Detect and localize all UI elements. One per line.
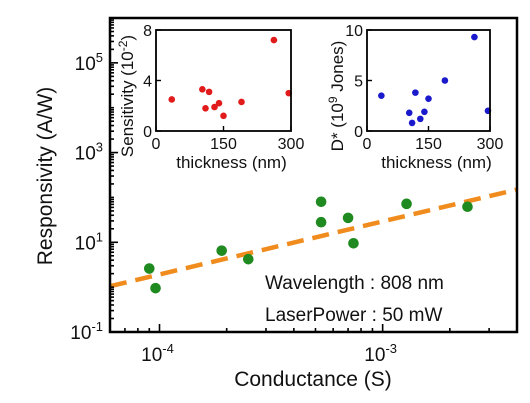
inset-frame (155, 29, 292, 132)
inset-data-point (199, 86, 206, 93)
detectivity-inset: 0 150 300 0 5 10 thickness (nm) D* (109 Jones) (326, 23, 503, 172)
inset-x-tick-label: 0 (363, 136, 372, 153)
inset-data-point (270, 36, 278, 44)
inset-data-point (238, 98, 245, 106)
inset-data-point (168, 96, 176, 103)
data-point (462, 201, 473, 213)
inset-data-point (405, 109, 413, 117)
inset-x-tick-label: 300 (477, 136, 504, 153)
inset-data-point (441, 77, 449, 84)
inset-data-point (202, 104, 209, 112)
y-tick-label: 105 (75, 50, 103, 75)
annotation-wavelength: Wavelength : 808 nm (265, 273, 444, 294)
inset-data-point (471, 33, 478, 41)
data-point (243, 253, 254, 265)
y-axis-label: Responsivity (A/W) (34, 87, 57, 266)
inset-y-tick-label: 4 (143, 74, 152, 91)
inset-x-tick-label: 150 (210, 136, 237, 153)
inset-y-tick-label: 8 (143, 23, 152, 40)
inset-x-tick-label: 300 (278, 136, 305, 153)
inset-data-point (412, 89, 419, 96)
x-tick-label: 10-4 (141, 341, 174, 366)
x-axis-label: Conductance (S) (234, 368, 392, 391)
annotation-laser-power: LaserPower : 50 mW (265, 305, 442, 326)
inset-data-point (417, 115, 424, 123)
data-point (216, 245, 228, 256)
inset-data-point (215, 99, 223, 107)
x-tick-label: 10-3 (364, 341, 397, 366)
y-tick-label: 101 (75, 229, 103, 254)
inset-x-tick-label: 150 (415, 136, 442, 153)
main-plot-marks (109, 187, 518, 294)
inset-y-tick-label: 5 (354, 74, 363, 91)
inset-data-point (220, 112, 227, 120)
inset-x-axis-label: thickness (nm) (381, 153, 492, 172)
data-point (348, 237, 359, 249)
inset-data-point (425, 95, 432, 102)
inset-data-point (408, 119, 416, 127)
data-point (143, 263, 155, 274)
sensitivity-inset: 0 150 300 0 4 8 thickness (nm) Sensitivity (10-… (116, 23, 304, 172)
inset-data-point (211, 103, 218, 111)
inset-y-tick-label: 0 (143, 124, 152, 141)
inset-frame (366, 29, 491, 132)
inset-x-axis-label: thickness (nm) (176, 153, 287, 172)
main-plot-tick-labels: 10-4 10-3 10-1 101 103 105 (70, 50, 397, 366)
inset-data-point (205, 88, 213, 96)
data-point (342, 212, 354, 224)
data-point (150, 282, 161, 294)
fit-line (109, 187, 518, 289)
y-tick-label: 103 (75, 140, 103, 165)
inset-y-axis-label: Sensitivity (10-2) (116, 35, 137, 157)
y-tick-label: 10-1 (70, 319, 103, 344)
inset-y-axis-label: D* (109 Jones) (326, 41, 347, 152)
inset-x-tick-label: 0 (152, 136, 161, 153)
data-point (315, 196, 327, 208)
inset-y-tick-label: 0 (354, 124, 363, 141)
data-point (401, 198, 412, 210)
data-point (315, 216, 327, 228)
main-plot-frame (108, 16, 519, 334)
inset-y-tick-label: 10 (345, 23, 363, 40)
inset-data-point (421, 108, 428, 116)
inset-data-point (378, 92, 385, 99)
